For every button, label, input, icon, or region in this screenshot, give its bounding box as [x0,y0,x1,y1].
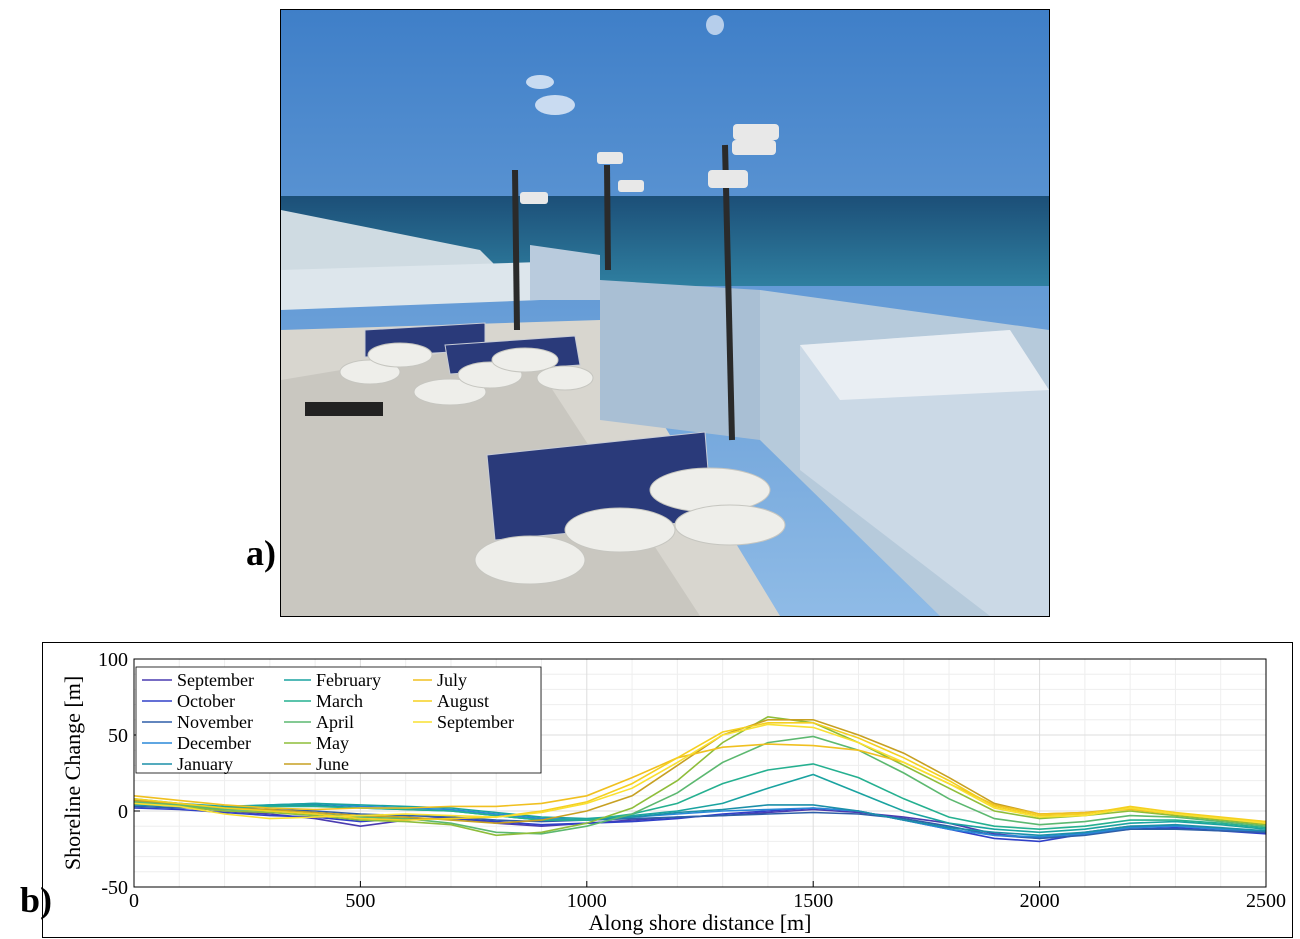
panel-label: b) [20,880,52,920]
y-tick-label: 50 [108,725,128,747]
series-line [134,806,1266,838]
plot-area [134,659,1266,887]
legend-label: March [316,691,363,711]
series-line [134,808,1266,841]
legend-label: October [177,691,235,711]
y-tick-label: 100 [98,649,128,671]
legend: SeptemberOctoberNovemberDecemberJanuaryF… [136,667,541,774]
photo [281,10,1049,616]
series-line [134,802,1266,837]
series-line [134,720,1266,823]
y-tick-label: -50 [101,877,128,899]
legend-label: July [437,670,467,690]
y-axis-label: Shoreline Change [m] [60,676,85,870]
legend-label: April [316,712,354,732]
figure: a) b) Along shore distance [m] Shoreline… [0,0,1300,939]
legend-label: June [316,754,349,774]
series-line [134,744,1266,822]
x-tick-label: 1000 [567,890,607,912]
legend-label: February [316,670,381,690]
y-tick-label: 0 [118,801,128,823]
legend-label: December [177,733,251,753]
legend-label: August [437,691,489,711]
panel-frame [43,643,1293,938]
x-tick-label: 0 [129,890,139,912]
legend-label: May [316,733,349,753]
x-tick-label: 2500 [1246,890,1286,912]
x-tick-label: 1500 [793,890,833,912]
series-line [134,737,1266,834]
x-tick-label: 2000 [1020,890,1060,912]
series-line [134,717,1266,836]
legend-label: September [177,670,254,690]
legend-box [136,667,541,773]
series-line [134,764,1266,829]
legend-label: September [437,712,514,732]
series-line [134,803,1266,838]
x-axis-label: Along shore distance [m] [589,910,812,935]
series-line [134,805,1266,835]
legend-label: November [177,712,253,732]
panel-label: a) [246,533,276,573]
photo-panel: a) [0,0,1300,630]
plot-frame [134,659,1266,887]
x-tick-label: 500 [345,890,375,912]
series-line [134,723,1266,822]
series-line [134,724,1266,823]
series-line [134,775,1266,833]
legend-label: January [177,754,233,774]
